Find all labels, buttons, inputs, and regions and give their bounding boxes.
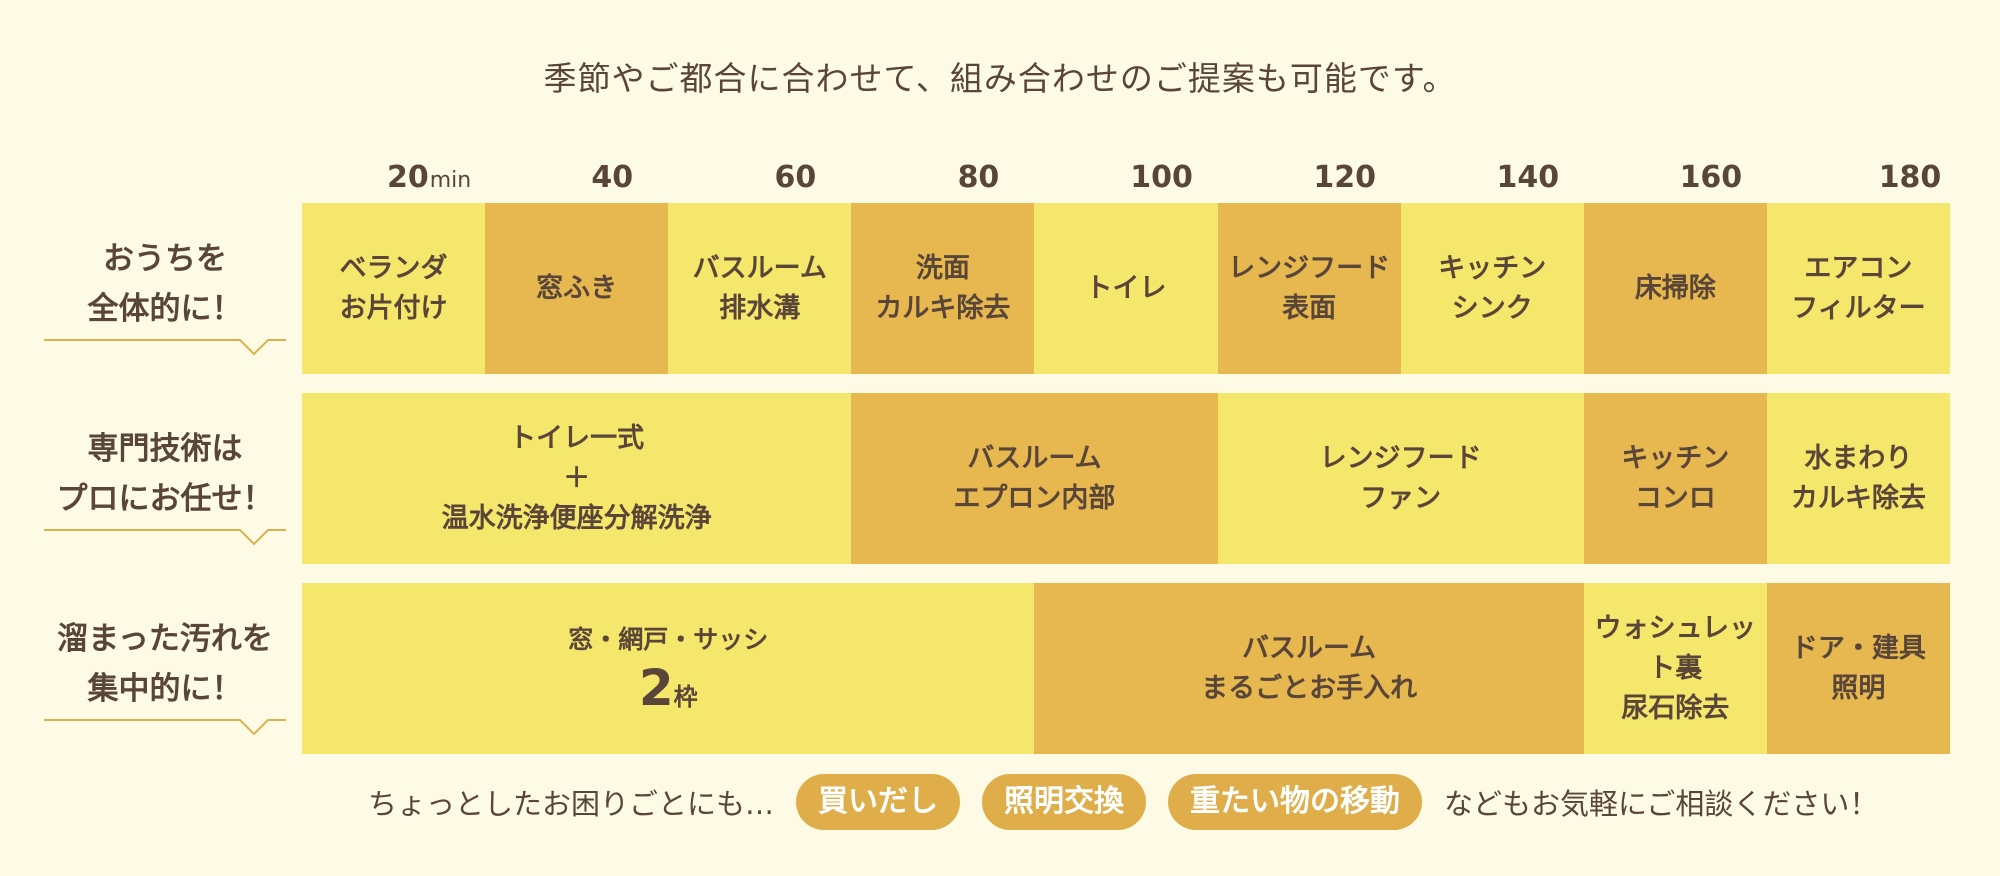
footer-prefix: ちょっとしたお困りごとにも… bbox=[368, 787, 775, 821]
task-cell: ベランダ お片付け bbox=[302, 203, 486, 374]
tick-label: 20min bbox=[387, 160, 471, 195]
task-cell: レンジフード 表面 bbox=[1217, 203, 1401, 374]
tick-value: 120 bbox=[1313, 160, 1376, 195]
row-label-text: おうちを 全体的に！ bbox=[87, 241, 243, 327]
tick-label: 80 bbox=[958, 160, 1000, 195]
pill-light-replacement: 照明交換 bbox=[982, 774, 1147, 830]
task-text: レンジフード 表面 bbox=[1228, 252, 1391, 324]
tick-value: 140 bbox=[1496, 160, 1560, 195]
task-text: エアコン フィルター bbox=[1791, 252, 1926, 324]
task-text: キッチン シンク bbox=[1438, 252, 1547, 324]
tick-value: 40 bbox=[591, 160, 634, 195]
task-cell: キッチン シンク bbox=[1400, 203, 1584, 374]
task-cell: 窓・網戸・サッシ 2枠 bbox=[302, 583, 1035, 754]
task-text: ベランダ お片付け bbox=[339, 252, 448, 324]
plan-row: トイレ一式 ＋ 温水洗浄便座分解洗浄 バスルーム エプロン内部 レンジフード ファン… bbox=[302, 393, 1950, 564]
task-cell: バスルーム エプロン内部 bbox=[851, 393, 1218, 564]
task-text: 窓・網戸・サッシ bbox=[568, 625, 769, 654]
time-axis: 20min 40 60 80 100 120 140 160 180 bbox=[0, 160, 2000, 200]
task-cell: エアコン フィルター bbox=[1766, 203, 1950, 374]
row-label-text: 溜まった汚れを 集中的に！ bbox=[57, 621, 273, 707]
tick-label: 100 bbox=[1130, 160, 1193, 195]
task-cell: バスルーム まるごとお手入れ bbox=[1034, 583, 1584, 754]
task-cell: ドア・建具 照明 bbox=[1766, 583, 1950, 754]
pill-shopping: 買いだし bbox=[796, 774, 961, 830]
task-text: ウォシュレット裏 尿石除去 bbox=[1594, 612, 1757, 724]
row-label-text: 専門技術は プロにお任せ！ bbox=[56, 431, 274, 517]
task-cell: トイレ一式 ＋ 温水洗浄便座分解洗浄 bbox=[302, 393, 852, 564]
label-underline-icon bbox=[44, 529, 286, 546]
task-text: レンジフード ファン bbox=[1319, 442, 1482, 514]
plan-row: ベランダ お片付け 窓ふき バスルーム 排水溝 洗面 カルキ除去 トイレ レンジフード 表… bbox=[302, 203, 1950, 374]
headline: 季節やご都合に合わせて、組み合わせのご提案も可能です。 bbox=[543, 59, 1457, 98]
footer-note: ちょっとしたお困りごとにも… 買いだし 照明交換 重たい物の移動 などもお気軽に… bbox=[368, 773, 1878, 831]
tick-value: 20 bbox=[386, 160, 429, 195]
tick-label: 40 bbox=[591, 160, 633, 195]
label-underline-icon bbox=[44, 339, 286, 356]
task-cell: ウォシュレット裏 尿石除去 bbox=[1583, 583, 1767, 754]
task-count-unit: 枠 bbox=[673, 683, 698, 711]
tick-value: 80 bbox=[957, 160, 1000, 195]
task-cell: キッチン コンロ bbox=[1583, 393, 1767, 564]
tick-value: 100 bbox=[1130, 160, 1193, 195]
tick-value: 160 bbox=[1679, 160, 1743, 195]
row-label: 専門技術は プロにお任せ！ bbox=[40, 424, 290, 546]
tick-unit: min bbox=[429, 168, 472, 193]
task-cell: 窓ふき bbox=[485, 203, 669, 374]
task-text: トイレ bbox=[1085, 272, 1167, 304]
task-count: 2枠 bbox=[639, 660, 698, 717]
task-cell: トイレ bbox=[1034, 203, 1218, 374]
row-label: 溜まった汚れを 集中的に！ bbox=[40, 614, 290, 736]
task-text: 床掃除 bbox=[1634, 272, 1716, 304]
task-text: バスルーム 排水溝 bbox=[692, 252, 827, 324]
task-count-value: 2 bbox=[638, 659, 674, 717]
task-cell: 水まわり カルキ除去 bbox=[1766, 393, 1950, 564]
task-text: バスルーム まるごとお手入れ bbox=[1201, 632, 1418, 704]
label-underline-icon bbox=[44, 719, 286, 736]
task-stack: 窓・網戸・サッシ 2枠 bbox=[568, 620, 768, 717]
task-cell: 洗面 カルキ除去 bbox=[851, 203, 1035, 374]
tick-value: 60 bbox=[774, 160, 817, 195]
task-cell: レンジフード ファン bbox=[1217, 393, 1584, 564]
pill-heavy-moving: 重たい物の移動 bbox=[1168, 774, 1423, 830]
tick-label: 160 bbox=[1680, 160, 1743, 195]
task-cell: バスルーム 排水溝 bbox=[668, 203, 852, 374]
tick-label: 60 bbox=[774, 160, 816, 195]
tick-label: 120 bbox=[1313, 160, 1376, 195]
footer-suffix: などもお気軽にご相談ください！ bbox=[1444, 787, 1879, 821]
tick-label: 140 bbox=[1496, 160, 1559, 195]
task-text: 窓ふき bbox=[536, 272, 618, 304]
row-label: おうちを 全体的に！ bbox=[40, 234, 290, 356]
task-text: トイレ一式 ＋ 温水洗浄便座分解洗浄 bbox=[441, 422, 712, 534]
task-text: 洗面 カルキ除去 bbox=[875, 252, 1011, 324]
tick-value: 180 bbox=[1878, 160, 1942, 195]
task-text: キッチン コンロ bbox=[1621, 442, 1730, 514]
tick-label: 180 bbox=[1879, 160, 1942, 195]
task-text: 水まわり カルキ除去 bbox=[1790, 442, 1926, 514]
task-cell: 床掃除 bbox=[1583, 203, 1767, 374]
task-text: ドア・建具 照明 bbox=[1790, 632, 1926, 704]
plan-row: 窓・網戸・サッシ 2枠 バスルーム まるごとお手入れ ウォシュレット裏 尿石除去 ドア・… bbox=[302, 583, 1950, 754]
task-text: バスルーム エプロン内部 bbox=[953, 442, 1116, 514]
